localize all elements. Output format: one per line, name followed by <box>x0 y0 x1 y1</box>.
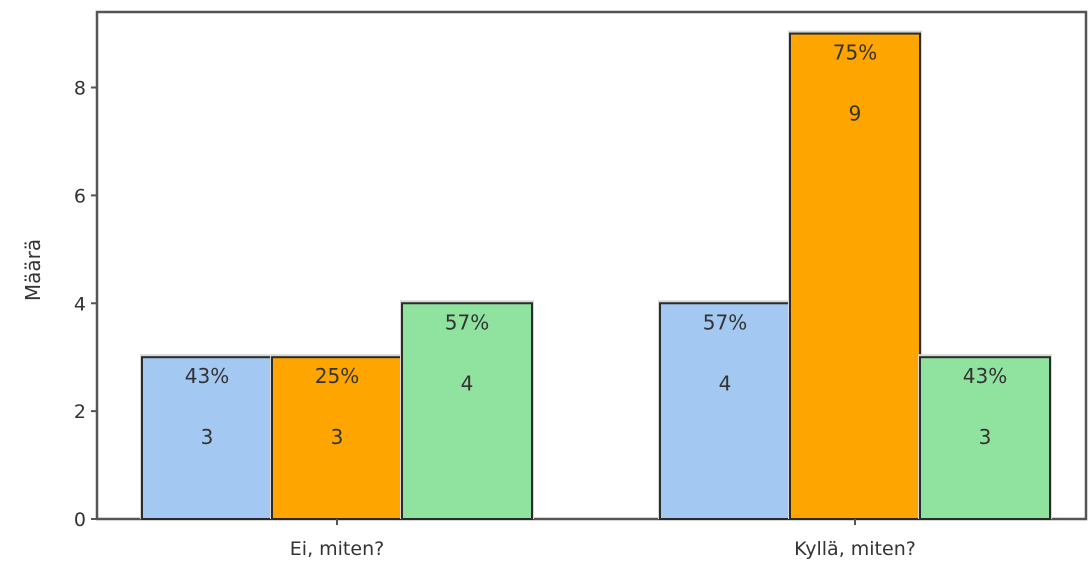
axes <box>95 10 1088 521</box>
y-tick-label: 4 <box>74 293 86 315</box>
plot-frame <box>95 10 1088 521</box>
bar-percent-label: 43% <box>185 364 229 388</box>
bar-percent-label: 57% <box>445 310 489 334</box>
bar-value-label: 3 <box>979 425 992 449</box>
bar <box>141 356 273 521</box>
ticks: 0 2 4 6 8 Ei, miten? Kyllä, miten? <box>74 78 916 560</box>
bar-value-label: 3 <box>201 425 214 449</box>
bar <box>401 302 533 520</box>
bar-value-label: 4 <box>461 371 474 395</box>
bar-value-label: 3 <box>331 425 344 449</box>
y-tick-label: 6 <box>74 185 86 207</box>
bar-labels: 43% 3 57% 4 25% 3 75% 9 57% 4 43% 3 <box>185 41 1007 450</box>
bar <box>919 356 1051 521</box>
bar-percent-label: 43% <box>963 364 1007 388</box>
bar-value-label: 9 <box>849 102 862 126</box>
bar-percent-label: 75% <box>833 41 877 65</box>
bar-value-label: 4 <box>719 371 732 395</box>
x-tick-label: Kyllä, miten? <box>794 538 916 560</box>
y-axis-label: Määrä <box>21 239 45 301</box>
y-tick-label: 2 <box>74 401 86 423</box>
bars <box>140 30 1052 521</box>
y-tick-label: 0 <box>74 509 86 531</box>
y-tick-label: 8 <box>74 78 86 100</box>
x-tick-label: Ei, miten? <box>290 538 384 560</box>
bar <box>659 302 791 520</box>
bar-percent-label: 57% <box>703 310 747 334</box>
bar-percent-label: 25% <box>315 364 359 388</box>
